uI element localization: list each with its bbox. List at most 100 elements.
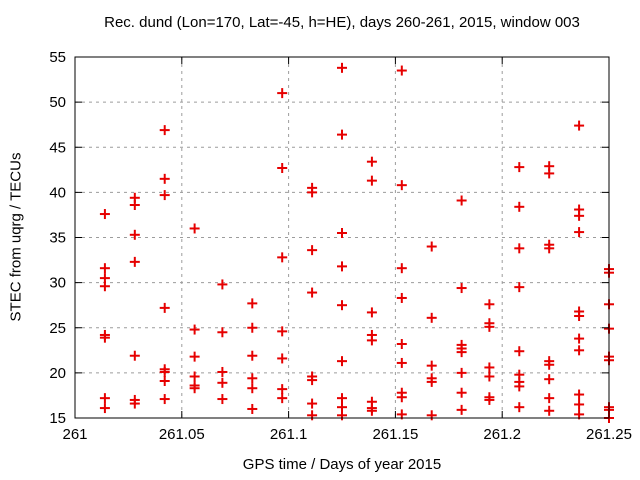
data-point-marker: [129, 200, 140, 211]
data-points: [99, 62, 614, 423]
data-point-marker: [129, 229, 140, 240]
data-point-marker: [514, 201, 525, 212]
y-tick-label: 20: [49, 365, 66, 382]
y-tick-label: 35: [49, 230, 66, 247]
data-point-marker: [456, 387, 467, 398]
axis-ticks: [74, 56, 610, 419]
data-point-marker: [484, 321, 495, 332]
data-point-marker: [217, 394, 228, 405]
data-point-marker: [129, 256, 140, 267]
data-point-marker: [129, 398, 140, 409]
x-tick-label: 261.05: [159, 426, 205, 443]
y-tick-label: 45: [49, 139, 66, 156]
data-point-marker: [514, 381, 525, 392]
data-point-marker: [396, 357, 407, 368]
data-point-marker: [396, 292, 407, 303]
data-point-marker: [337, 227, 347, 238]
data-point-marker: [189, 324, 200, 335]
data-point-marker: [544, 243, 555, 254]
data-point-marker: [574, 345, 585, 356]
data-point-marker: [277, 384, 288, 395]
y-tick-label: 30: [49, 275, 66, 292]
data-point-marker: [217, 279, 228, 290]
data-point-marker: [514, 346, 525, 357]
data-point-marker: [544, 374, 555, 385]
data-point-marker: [277, 393, 288, 404]
data-point-marker: [544, 393, 555, 404]
data-point-marker: [544, 168, 555, 179]
x-tick-label: 261.25: [586, 426, 632, 443]
data-point-marker: [396, 65, 407, 76]
x-tick-label: 261.2: [483, 426, 521, 443]
data-point-marker: [159, 375, 170, 386]
data-point-marker: [99, 332, 110, 343]
data-point-marker: [337, 356, 347, 367]
data-point-marker: [544, 359, 555, 370]
data-point-marker: [484, 394, 495, 405]
data-point-marker: [426, 312, 437, 323]
data-point-marker: [366, 175, 377, 186]
data-point-marker: [456, 283, 467, 294]
data-point-marker: [574, 227, 585, 238]
data-point-marker: [337, 393, 347, 404]
data-point-marker: [426, 376, 437, 387]
data-point-marker: [396, 338, 407, 349]
data-point-marker: [159, 302, 170, 313]
y-tick-label: 50: [49, 94, 66, 111]
data-point-marker: [574, 210, 585, 221]
data-point-marker: [277, 326, 288, 337]
data-point-marker: [277, 353, 288, 364]
data-point-marker: [159, 173, 170, 184]
x-tick-labels: 261 261.05 261.1 261.15 261.2 261.25: [62, 426, 631, 443]
data-point-marker: [307, 287, 318, 298]
data-point-marker: [159, 190, 170, 201]
data-point-marker: [307, 187, 318, 198]
data-point-marker: [99, 209, 110, 220]
y-tick-label: 25: [49, 320, 66, 337]
data-point-marker: [217, 366, 228, 377]
chart-title: Rec. dund (Lon=170, Lat=-45, h=HE), days…: [104, 14, 580, 31]
data-point-marker: [396, 263, 407, 274]
data-point-marker: [574, 311, 585, 322]
data-point-marker: [426, 410, 437, 421]
data-point-marker: [247, 403, 258, 414]
data-point-marker: [99, 403, 110, 414]
data-point-marker: [396, 392, 407, 403]
data-point-marker: [574, 333, 585, 344]
data-point-marker: [99, 263, 110, 274]
data-point-marker: [514, 402, 525, 413]
data-point-marker: [514, 162, 525, 173]
data-point-marker: [307, 375, 318, 386]
data-point-marker: [484, 371, 495, 382]
data-point-marker: [396, 180, 407, 191]
data-point-marker: [189, 223, 200, 234]
data-point-marker: [277, 88, 288, 99]
data-point-marker: [574, 389, 585, 400]
data-point-marker: [337, 410, 347, 421]
data-point-marker: [307, 410, 318, 421]
data-point-marker: [99, 393, 110, 404]
data-point-marker: [217, 327, 228, 338]
data-point-marker: [366, 335, 377, 346]
data-point-marker: [366, 405, 377, 416]
data-point-marker: [277, 252, 288, 263]
data-point-marker: [456, 404, 467, 415]
data-point-marker: [514, 243, 525, 254]
data-point-marker: [514, 282, 525, 293]
data-point-marker: [99, 281, 110, 292]
data-point-marker: [247, 322, 258, 333]
data-point-marker: [426, 360, 437, 371]
y-tick-label: 15: [49, 410, 66, 427]
data-point-marker: [484, 299, 495, 310]
x-axis-label: GPS time / Days of year 2015: [242, 456, 442, 473]
data-point-marker: [456, 347, 467, 358]
data-point-marker: [337, 300, 347, 311]
data-point-marker: [247, 350, 258, 361]
data-point-marker: [456, 367, 467, 378]
data-point-marker: [159, 366, 170, 377]
y-tick-label: 55: [49, 49, 66, 66]
data-point-marker: [159, 394, 170, 405]
data-point-marker: [307, 398, 318, 409]
